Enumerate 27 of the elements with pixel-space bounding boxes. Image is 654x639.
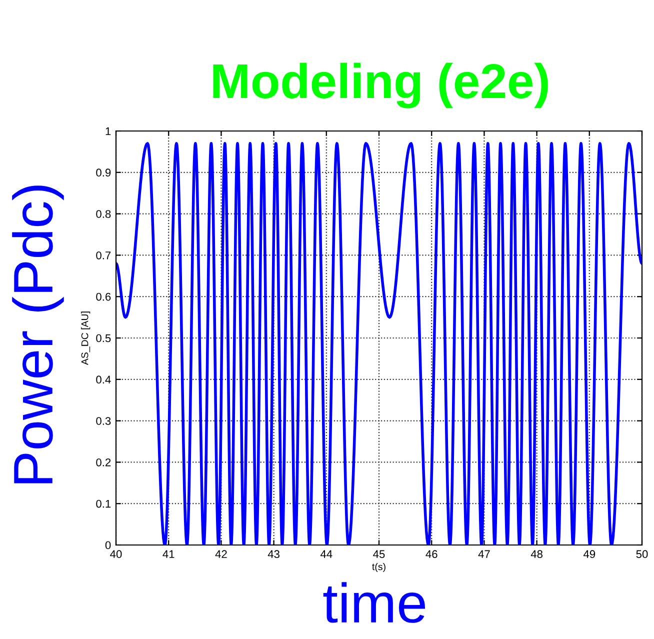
x-tick-label: 50 <box>636 550 648 558</box>
y-tick-label: 0.2 <box>96 458 111 466</box>
x-tick-label: 44 <box>320 550 332 558</box>
text: Power (Pdc) <box>12 186 64 484</box>
y-tick-label: 0.1 <box>96 500 111 508</box>
y-tick-label: 0.6 <box>96 292 111 301</box>
y-tick-label: 0.7 <box>96 251 111 260</box>
text: time <box>323 582 426 623</box>
y-tick-label: 0.5 <box>96 334 111 342</box>
x-tick-label: 45 <box>373 550 385 558</box>
y-tick-label: 0 <box>105 541 111 550</box>
x-tick-label: 49 <box>583 550 596 558</box>
x-tick-label: 40 <box>110 550 122 558</box>
x-tick-label: 48 <box>530 550 542 558</box>
x-tick-label: 43 <box>268 550 280 558</box>
x-tick-label: 47 <box>478 550 490 558</box>
y-axis-title: AS_DC [AU] <box>81 312 90 365</box>
x-tick-label: 42 <box>215 550 227 558</box>
y-tick-label: 0.4 <box>96 376 111 384</box>
y-tick-label: 1 <box>106 127 111 136</box>
y-tick-label: 0.8 <box>96 210 111 218</box>
y-tick-label: 0.3 <box>96 417 111 425</box>
x-tick-label: 41 <box>162 550 174 558</box>
y-tick-label: 0.9 <box>96 168 111 177</box>
x-axis-title: t(s) <box>372 562 386 572</box>
x-tick-label: 46 <box>426 550 438 558</box>
chart-title: Modeling (e2e) <box>213 62 548 108</box>
